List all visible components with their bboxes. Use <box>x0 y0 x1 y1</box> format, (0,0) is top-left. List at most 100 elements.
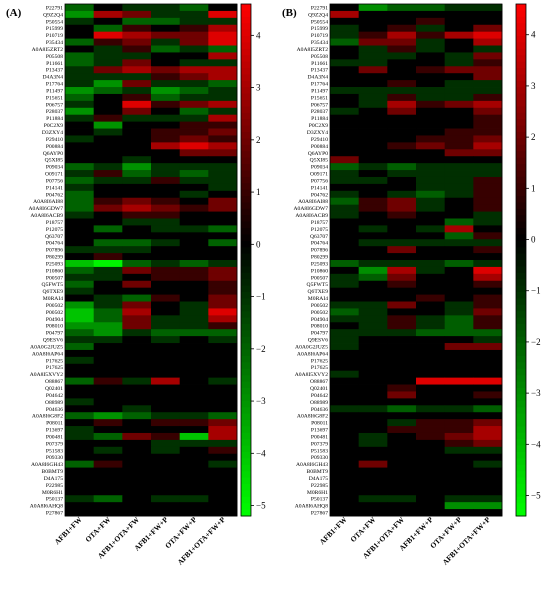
column-label: OTA+FW <box>83 515 112 544</box>
heatmap-cell <box>93 426 123 434</box>
row-label: O88867 <box>45 379 63 385</box>
heatmap-cell <box>330 426 360 434</box>
heatmap-cell <box>444 370 474 379</box>
row-label: P04762 <box>46 192 63 198</box>
heatmap-cell <box>208 66 238 74</box>
heatmap-cell <box>358 93 388 102</box>
heatmap-cell <box>330 156 360 164</box>
heatmap-cell <box>473 509 503 517</box>
heatmap-cell <box>208 24 238 33</box>
heatmap-cell <box>473 419 503 427</box>
heatmap-cell <box>179 246 209 254</box>
heatmap-cell <box>387 460 417 468</box>
heatmap-cell <box>444 24 474 33</box>
heatmap-cell <box>179 211 209 219</box>
colorbar-segment <box>516 285 526 293</box>
heatmap-cell <box>151 467 181 475</box>
heatmap-cell <box>330 509 360 517</box>
heatmap-cell <box>151 176 181 185</box>
heatmap-cell <box>358 287 388 295</box>
heatmap-cell <box>387 163 417 171</box>
colorbar-segment <box>516 157 526 165</box>
panel-label: (A) <box>6 7 22 19</box>
heatmap-cell <box>151 384 181 392</box>
heatmap-cell <box>444 467 474 475</box>
heatmap-cell <box>151 114 181 123</box>
heatmap-cell <box>358 52 388 60</box>
heatmap-cell <box>444 294 474 302</box>
heatmap-cell <box>330 211 360 219</box>
heatmap-cell <box>416 253 446 261</box>
heatmap-cell <box>416 467 446 475</box>
heatmap-cell <box>358 446 388 455</box>
heatmap-cell <box>387 38 417 46</box>
heatmap-cell <box>416 391 446 399</box>
heatmap-cell <box>330 197 360 206</box>
heatmap-cell <box>444 301 474 309</box>
heatmap-cell <box>151 225 181 233</box>
heatmap-cell <box>416 426 446 434</box>
heatmap-cell <box>179 336 209 344</box>
heatmap-cell <box>122 439 152 448</box>
heatmap-cell <box>444 446 474 455</box>
heatmap-cell <box>208 266 238 275</box>
colorbar-segment <box>241 304 251 312</box>
heatmap-cell <box>387 349 417 358</box>
heatmap-cell <box>416 225 446 233</box>
heatmap-cell <box>444 329 474 337</box>
row-label: P17625 <box>311 358 328 364</box>
colorbar-segment <box>516 266 526 274</box>
colorbar-segment <box>241 247 251 255</box>
heatmap-cell <box>208 481 238 489</box>
row-label: P22791 <box>46 5 63 11</box>
heatmap-cell <box>330 66 360 74</box>
heatmap-cell <box>358 183 388 192</box>
heatmap-cell <box>151 488 181 496</box>
colorbar-segment <box>516 304 526 312</box>
heatmap-cell <box>387 211 417 219</box>
heatmap-cell <box>387 370 417 379</box>
heatmap-cell <box>122 370 152 379</box>
heatmap-cell <box>416 419 446 427</box>
heatmap-cell <box>330 453 360 462</box>
colorbar-segment <box>241 228 251 235</box>
row-label: P50554 <box>311 19 328 25</box>
heatmap-cell <box>208 439 238 448</box>
heatmap-cell <box>416 156 446 164</box>
heatmap-cell <box>387 322 417 330</box>
row-label: A0A8I6ACB9 <box>30 213 63 219</box>
heatmap-cell <box>416 38 446 46</box>
heatmap-cell <box>65 370 95 379</box>
heatmap-cell <box>65 211 95 219</box>
colorbar-tick-label: −5 <box>256 501 266 511</box>
heatmap-cell <box>387 45 417 53</box>
heatmap-cell <box>122 197 152 206</box>
heatmap-cell <box>65 52 95 60</box>
heatmap-cell <box>387 218 417 226</box>
heatmap-cell <box>151 287 181 295</box>
colorbar-segment <box>516 183 526 191</box>
colorbar-segment <box>516 477 526 485</box>
heatmap-cell <box>473 218 503 226</box>
heatmap-cell <box>358 24 388 33</box>
heatmap-cell <box>208 142 238 150</box>
heatmap-cell <box>358 246 388 254</box>
heatmap-cell <box>151 349 181 358</box>
heatmap-cell <box>473 370 503 379</box>
heatmap-cell <box>473 87 503 95</box>
heatmap-cell <box>65 80 95 88</box>
heatmap-cell <box>208 273 238 282</box>
heatmap-cell <box>65 135 95 143</box>
colorbar-tick-label: −1 <box>531 286 541 296</box>
colorbar-segment <box>516 36 526 43</box>
colorbar-tick-label: −1 <box>256 292 266 302</box>
heatmap-cell <box>208 377 238 385</box>
heatmap-cell <box>416 446 446 455</box>
heatmap-cell <box>473 197 503 206</box>
heatmap-cell <box>444 80 474 88</box>
heatmap-cell <box>330 266 360 275</box>
heatmap-cell <box>330 412 360 420</box>
heatmap-cell <box>93 73 123 81</box>
colorbar-segment <box>241 464 251 472</box>
